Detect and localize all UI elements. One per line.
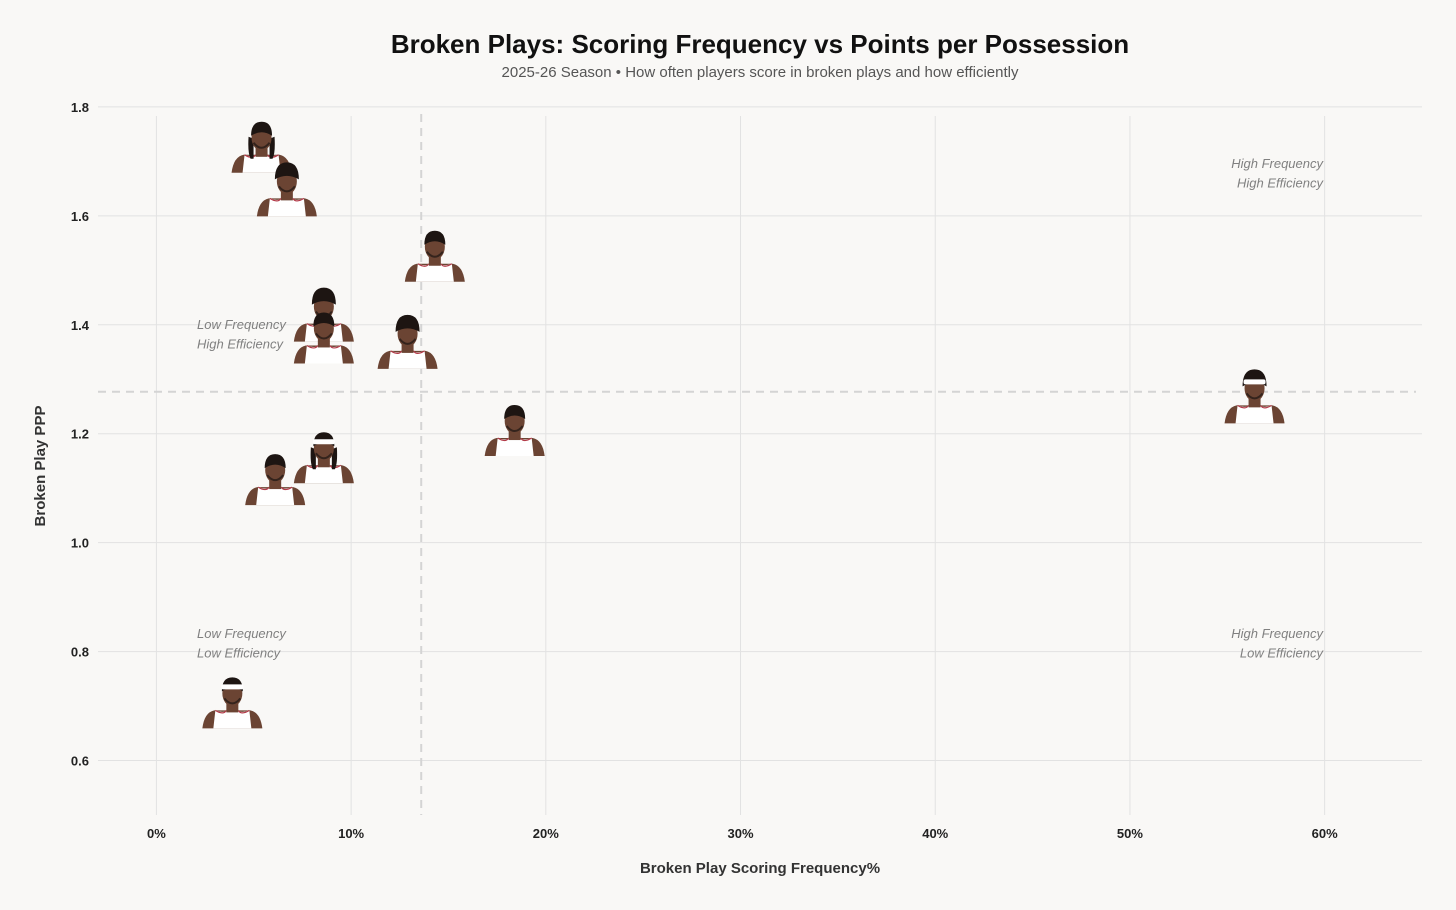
x-tick-label: 30% [728,826,754,841]
quadrant-label: High Efficiency [1237,176,1324,191]
y-tick-label: 1.4 [71,318,90,333]
player-headshot-marker [293,432,354,484]
x-tick-label: 20% [533,826,559,841]
quadrant-label: Low Efficiency [197,646,282,661]
y-axis-ticks: 0.6 0.8 1.0 1.2 1.4 1.6 1.8 [71,100,90,769]
player-headshot-marker [484,405,545,457]
player-headshot-marker [231,121,292,173]
player-headshot-marker [202,677,263,729]
y-tick-label: 1.6 [71,209,89,224]
y-tick-label: 0.6 [71,754,89,769]
quadrant-label: Low Frequency [197,317,287,332]
reference-lines [98,114,1416,815]
x-axis-ticks: 0% 10% 20% 30% 40% 50% 60% [147,826,1338,841]
player-headshot-marker [245,454,306,506]
quadrant-label: High Frequency [1231,626,1324,641]
x-tick-label: 10% [338,826,364,841]
x-axis-label: Broken Play Scoring Frequency% [640,860,880,877]
player-markers [202,121,1285,729]
y-tick-label: 0.8 [71,645,89,660]
y-axis-label: Broken Play PPP [32,406,49,527]
x-tick-label: 0% [147,826,166,841]
y-tick-label: 1.8 [71,100,89,115]
player-headshot-marker [377,314,438,369]
y-tick-label: 1.2 [71,427,89,442]
x-tick-label: 60% [1312,826,1338,841]
quadrant-label: High Efficiency [197,337,284,352]
chart-title: Broken Plays: Scoring Frequency vs Point… [391,29,1129,59]
quadrant-label: Low Frequency [197,626,287,641]
quadrant-label: High Frequency [1231,156,1324,171]
x-tick-label: 50% [1117,826,1143,841]
y-tick-label: 1.0 [71,536,89,551]
quadrant-label: Low Efficiency [1240,646,1325,661]
x-tick-label: 40% [922,826,948,841]
quadrant-labels: High Frequency High Efficiency Low Frequen… [197,156,1324,661]
player-headshot-marker [1224,369,1285,424]
player-headshot-marker [293,312,354,364]
player-headshot-marker [256,162,317,217]
chart-subtitle: 2025-26 Season • How often players score… [502,64,1019,81]
player-headshot-marker [404,230,465,282]
